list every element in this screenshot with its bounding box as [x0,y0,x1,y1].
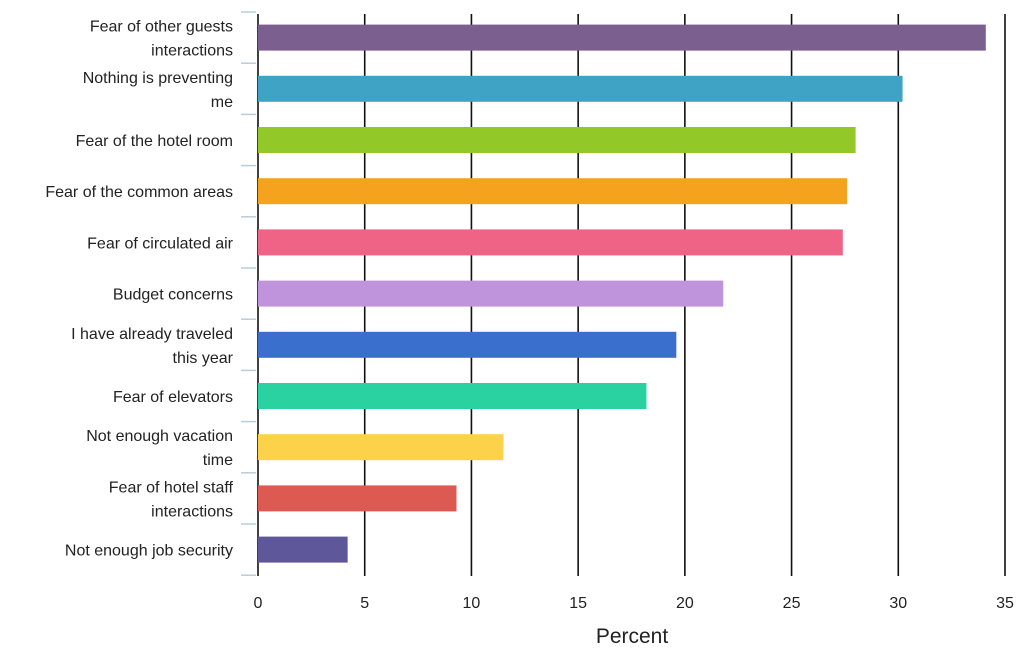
bar-4 [258,178,848,205]
category-label-10: Fear of hotel staff interactions [109,479,234,520]
category-label-5: Fear of circulated air [87,235,234,252]
category-label-3: Fear of the hotel room [76,133,233,150]
x-tick-label-10: 10 [463,595,481,612]
bar-7 [258,331,677,358]
x-tick-label-20: 20 [676,595,694,612]
x-tick-label-35: 35 [996,595,1014,612]
category-label-8: Fear of elevators [113,389,233,406]
category-label-2: Nothing is preventing me [83,70,233,111]
category-label-11: Not enough job security [65,543,233,560]
bar-2 [258,75,903,102]
bar-3 [258,127,856,153]
bars [258,24,986,563]
x-axis-tick-labels: 0 5 10 15 20 25 30 35 [254,595,1014,612]
category-label-1: Fear of other guests interactions [90,19,233,60]
bar-6 [258,280,724,307]
x-tick-label-0: 0 [254,595,263,612]
bar-9 [258,434,504,461]
bar-8 [258,383,647,409]
x-tick-label-25: 25 [783,595,801,612]
x-tick-label-30: 30 [889,595,907,612]
bar-5 [258,229,843,256]
bar-1 [258,24,986,51]
x-tick-label-5: 5 [360,595,369,612]
category-label-7: I have already traveled this year [71,326,234,367]
category-label-4: Fear of the common areas [45,184,233,201]
category-label-6: Budget concerns [113,287,233,304]
bar-10 [258,485,457,512]
x-tick-label-15: 15 [569,595,587,612]
category-labels: Fear of other guests interactions Nothing … [45,19,233,560]
y-axis-ticks [241,11,256,576]
category-label-9: Not enough vacation time [86,428,233,469]
x-axis-title: Percent [596,625,669,648]
bar-11 [258,536,348,563]
